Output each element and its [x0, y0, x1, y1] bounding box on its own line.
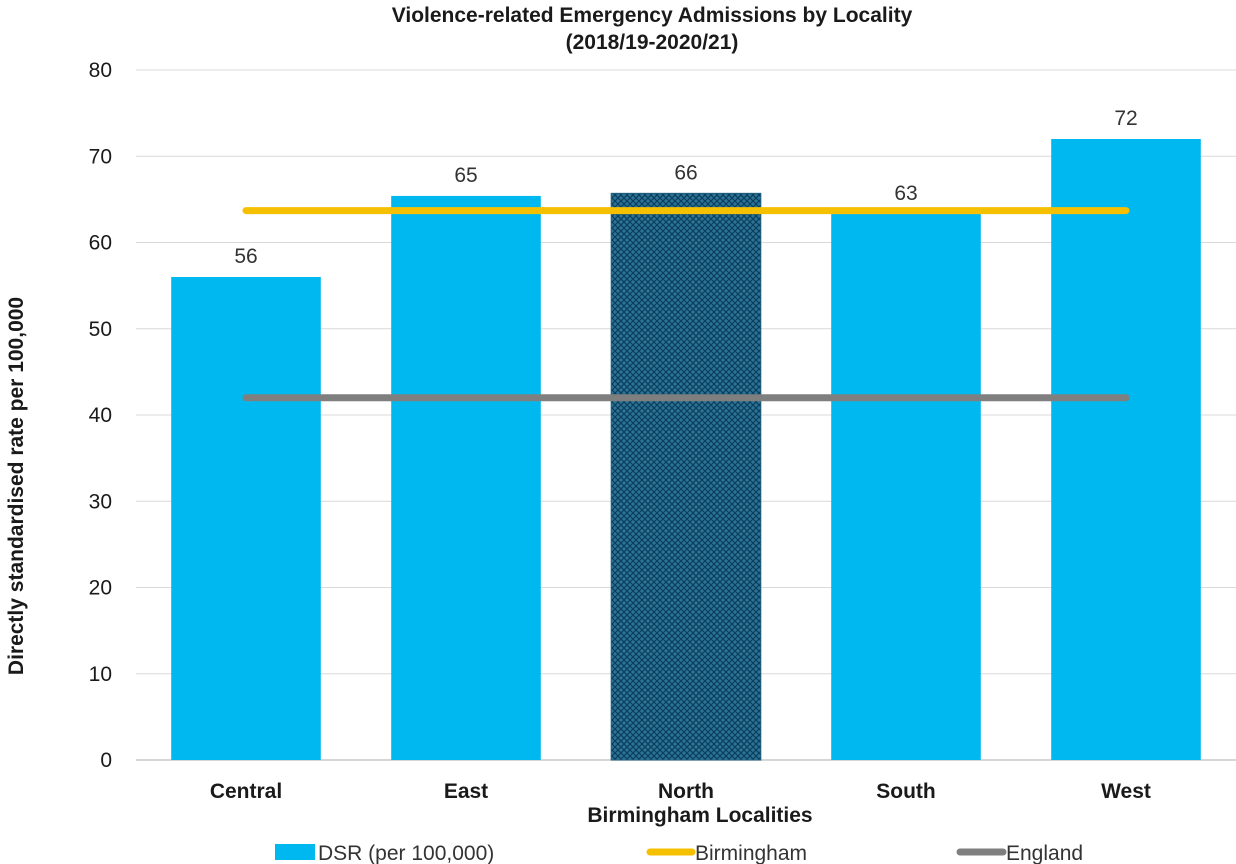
data-label-south: 63 [894, 182, 917, 205]
y-tick-label: 60 [89, 232, 112, 255]
legend-swatch-dsr [275, 844, 315, 860]
bar-east [391, 195, 541, 761]
bar-central [171, 277, 321, 760]
x-axis-categories: Central East North South West [210, 780, 1151, 803]
y-tick-label: 20 [89, 577, 112, 600]
y-tick-label: 80 [89, 59, 112, 82]
data-labels: 56 65 66 63 72 [234, 107, 1137, 268]
bar-south [831, 214, 981, 761]
chart-title: Violence-related Emergency Admissions by… [392, 4, 913, 27]
y-tick-label: 0 [100, 749, 112, 772]
category-label-central: Central [210, 780, 282, 803]
y-tick-label: 50 [89, 318, 112, 341]
legend-label-dsr: DSR (per 100,000) [318, 842, 494, 864]
category-label-north: North [658, 780, 714, 803]
y-axis-ticks: 0 10 20 30 40 50 60 70 80 [89, 59, 112, 772]
bar-west [1051, 139, 1201, 760]
category-label-west: West [1101, 780, 1151, 803]
y-tick-label: 40 [89, 404, 112, 427]
y-tick-label: 10 [89, 663, 112, 686]
data-label-central: 56 [234, 245, 257, 268]
y-axis-label: Directly standardised rate per 100,000 [5, 297, 28, 675]
legend: DSR (per 100,000) Birmingham England [275, 842, 1083, 864]
data-label-north: 66 [674, 161, 697, 184]
legend-label-birmingham: Birmingham [695, 842, 807, 864]
y-tick-label: 70 [89, 145, 112, 168]
category-label-east: East [444, 780, 488, 803]
reference-lines [242, 207, 1130, 402]
bars [171, 139, 1201, 761]
data-label-west: 72 [1114, 107, 1137, 130]
data-label-east: 65 [454, 164, 477, 187]
bar-north [610, 192, 762, 761]
x-axis-label: Birmingham Localities [587, 804, 812, 827]
category-label-south: South [876, 780, 935, 803]
chart-subtitle: (2018/19-2020/21) [566, 31, 739, 54]
y-tick-label: 30 [89, 490, 112, 513]
legend-label-england: England [1006, 842, 1083, 864]
